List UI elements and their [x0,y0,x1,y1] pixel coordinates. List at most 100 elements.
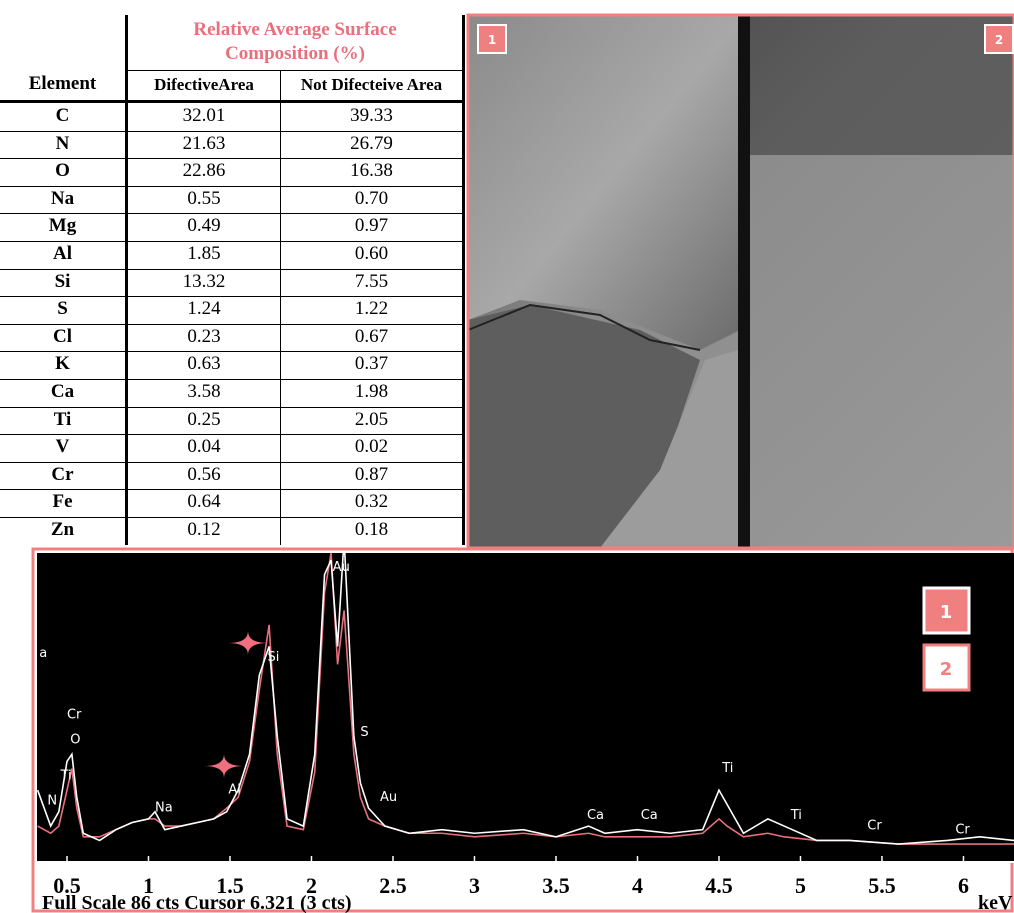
row-rule [0,130,463,132]
header-rule [0,100,463,103]
image-label: 1 [488,33,496,47]
value-cell: 0.56 [187,463,221,485]
value-cell: 1.85 [187,243,221,264]
value-cell: 0.25 [187,408,221,430]
value-cell: 0.02 [354,436,389,458]
element-cell: Al [53,243,72,264]
value-cell: 0.12 [187,519,221,540]
element-cell: O [55,160,70,182]
row-rule [0,185,463,187]
plot-area [37,553,1014,862]
x-tick-label: 5.5 [868,873,896,898]
value-cell: 0.18 [354,519,389,540]
row-rule [0,213,463,215]
value-cell: 0.32 [354,491,389,513]
value-cell: 0.49 [187,215,221,237]
image-label-box [984,24,1014,54]
value-cell: 26.79 [350,132,393,154]
x-tick-label: 1.5 [216,873,244,898]
value-cell: 0.37 [354,353,389,375]
element-cell: Fe [52,491,73,513]
value-cell: 21.63 [182,132,226,154]
sem-image [466,13,1014,550]
peak-label: Cr [67,707,82,722]
spectrum-trace [37,553,1014,845]
image-label: 2 [995,33,1003,47]
value-cell: 32.01 [182,105,226,126]
element-cell: Ca [50,381,75,402]
peak-label: Al [228,783,241,798]
element-cell: V [55,436,70,458]
star-marker [204,754,244,778]
x-tick-label: 3 [469,873,480,898]
legend-label: 1 [940,602,953,623]
value-cell: 1.98 [354,381,389,402]
x-tick-label: 4.5 [705,873,733,898]
value-cell: 0.23 [187,325,221,347]
x-tick-label: 6 [958,873,969,898]
value-cell: 0.55 [187,187,221,209]
legend-label: 2 [940,659,953,680]
column-header: DifectiveArea [154,75,254,94]
value-cell: 1.24 [187,298,221,320]
value-cell: 0.64 [187,491,221,513]
value-cell: 3.58 [187,381,221,402]
row-rule [0,489,463,491]
element-cell: S [57,298,68,320]
column-rule [280,70,281,545]
x-tick-label: 4 [632,873,643,898]
peak-label: N [47,794,57,809]
element-cell: N [55,132,70,154]
x-tick-label: 0.5 [53,873,81,898]
row-rule [0,158,463,160]
peak-label: Ti [790,808,802,823]
value-cell: 13.32 [182,270,226,292]
legend-box [922,643,971,692]
image-label-box [477,24,507,54]
value-cell: 0.67 [354,325,389,347]
header-rule [125,70,463,71]
row-rule [0,296,463,298]
x-tick-label: 2.5 [379,873,407,898]
spectrum-footer: Full Scale 86 cts Cursor 6.321 (3 cts) [42,892,352,913]
peak-label: O [70,732,80,747]
column-header: Element [28,73,97,94]
x-tick-label: 2 [306,873,317,898]
element-cell: Zn [50,519,75,540]
value-cell: 22.86 [182,160,226,182]
row-rule [0,379,463,380]
element-cell: Mg [48,215,77,237]
value-cell: 2.05 [354,408,389,430]
column-rule [125,15,128,545]
star-marker [228,631,268,655]
element-cell: Cl [53,325,72,347]
element-cell: Cr [51,463,74,485]
row-rule [0,434,463,436]
peak-label: Cr [867,819,882,834]
peak-label: Si [267,650,279,665]
element-cell: C [55,105,70,126]
value-cell: 0.87 [354,463,389,485]
value-cell: 39.33 [350,105,393,126]
value-cell: 0.97 [354,215,389,237]
peak-label: Ti [59,768,71,783]
row-rule [0,351,463,353]
value-cell: 0.63 [187,353,221,375]
peak-label: S [360,725,368,740]
row-rule [0,406,463,408]
peak-label: Au [380,790,397,805]
x-tick-label: 1 [143,873,154,898]
peak-label: Ca [587,808,604,823]
x-unit: keV [978,892,1013,913]
element-cell: Ti [53,408,72,430]
value-cell: 1.22 [354,298,389,320]
row-rule [0,517,463,518]
group-header: Relative Average Surface Composition (%) [193,19,397,64]
value-cell: 0.04 [187,436,221,458]
column-rule [462,15,465,545]
peak-label: Au [333,560,350,575]
x-tick-label: 3.5 [542,873,570,898]
